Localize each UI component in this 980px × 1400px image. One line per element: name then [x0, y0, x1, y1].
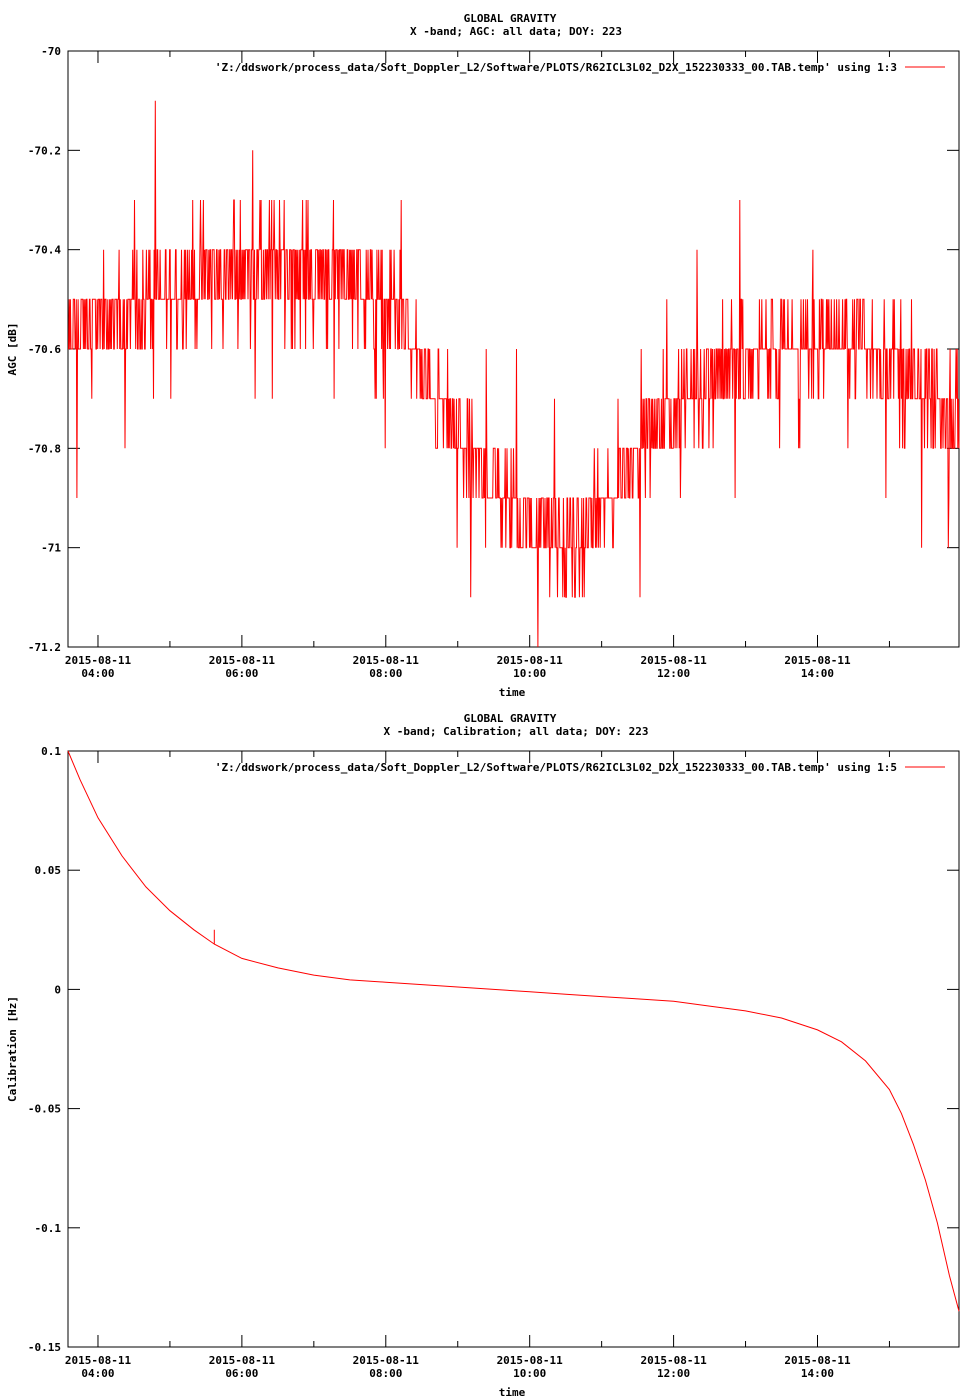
y-tick-label: -0.15	[28, 1341, 61, 1354]
x-tick-label-time: 12:00	[657, 667, 690, 680]
y-tick-label: -70	[41, 45, 61, 58]
y-tick-label: -70.6	[28, 343, 61, 356]
x-tick-label-time: 04:00	[81, 1367, 114, 1380]
y-tick-label: 0.1	[41, 745, 61, 758]
y-tick-label: -71.2	[28, 641, 61, 654]
x-axis-label: time	[499, 686, 526, 699]
x-tick-label-time: 08:00	[369, 667, 402, 680]
y-tick-label: -0.1	[35, 1222, 62, 1235]
x-tick-label-date: 2015-08-11	[640, 1354, 707, 1367]
legend-label: 'Z:/ddswork/process_data/Soft_Doppler_L2…	[215, 61, 897, 74]
chart-title: GLOBAL GRAVITY	[464, 12, 557, 25]
plot-frame	[67, 750, 960, 1348]
x-axis-label: time	[499, 1386, 526, 1399]
x-tick-label-time: 14:00	[801, 1367, 834, 1380]
y-tick-label: -0.05	[28, 1103, 61, 1116]
y-tick-label: 0	[54, 983, 61, 996]
chart-subtitle: X -band; Calibration; all data; DOY: 223	[384, 725, 649, 738]
chart-title: GLOBAL GRAVITY	[464, 712, 557, 725]
x-tick-label-date: 2015-08-11	[65, 654, 132, 667]
y-tick-label: -71	[41, 542, 61, 555]
x-tick-label-date: 2015-08-11	[497, 654, 564, 667]
x-tick-label-time: 14:00	[801, 667, 834, 680]
x-tick-label-time: 06:00	[225, 1367, 258, 1380]
x-tick-label-date: 2015-08-11	[353, 1354, 420, 1367]
y-axis-label: AGC [dB]	[6, 323, 19, 376]
y-tick-label: -70.2	[28, 144, 61, 157]
x-tick-label-time: 12:00	[657, 1367, 690, 1380]
x-tick-label-time: 08:00	[369, 1367, 402, 1380]
y-tick-label: -70.4	[28, 244, 61, 257]
y-tick-label: -70.8	[28, 442, 61, 455]
x-tick-label-date: 2015-08-11	[640, 654, 707, 667]
x-tick-label-time: 06:00	[225, 667, 258, 680]
x-tick-label-time: 10:00	[513, 1367, 546, 1380]
x-tick-label-date: 2015-08-11	[784, 654, 851, 667]
y-axis-label: Calibration [Hz]	[6, 996, 19, 1102]
x-tick-label-date: 2015-08-11	[497, 1354, 564, 1367]
x-tick-label-date: 2015-08-11	[65, 1354, 132, 1367]
y-tick-label: 0.05	[35, 864, 62, 877]
x-tick-label-date: 2015-08-11	[209, 654, 276, 667]
series-line-calibration	[67, 750, 960, 1312]
x-tick-label-date: 2015-08-11	[784, 1354, 851, 1367]
series-line-agc	[68, 100, 960, 648]
legend-label: 'Z:/ddswork/process_data/Soft_Doppler_L2…	[215, 761, 897, 774]
chart-subtitle: X -band; AGC: all data; DOY: 223	[410, 25, 622, 38]
x-tick-label-time: 04:00	[81, 667, 114, 680]
x-tick-label-time: 10:00	[513, 667, 546, 680]
x-tick-label-date: 2015-08-11	[209, 1354, 276, 1367]
x-tick-label-date: 2015-08-11	[353, 654, 420, 667]
